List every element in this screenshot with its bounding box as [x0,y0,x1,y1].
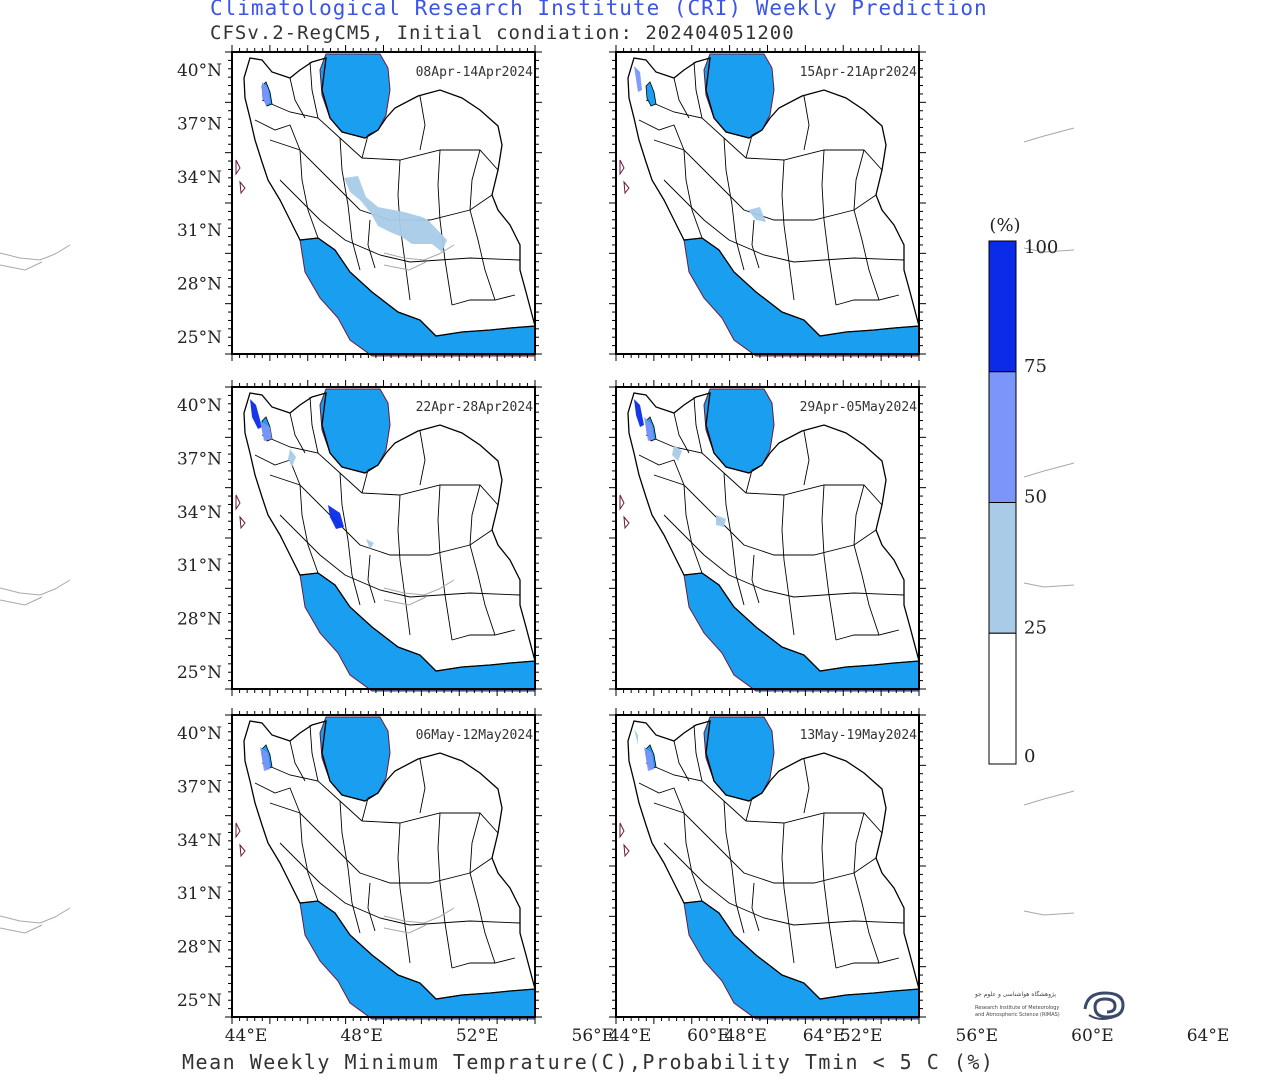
map-panel-4: 29Apr-05May2024 [383,380,1075,696]
legend-tick-label: 100 [1024,237,1058,258]
lat-tick-label: 31°N [177,556,222,576]
probability-patch-3-5 [366,539,374,549]
lat-tick-label: 37°N [177,114,222,134]
probability-patch-1-1 [344,176,447,252]
lat-tick-label: 28°N [177,275,222,295]
map-panel-1: 08Apr-14Apr2024 40°N 37°N 34°N 31°N 28°N 25°N [0,45,691,361]
legend-tick-label: 25 [1024,617,1047,638]
lon-tick-label: 60°E [1071,1026,1114,1046]
lat-tick-label: 40°N [177,396,222,416]
lon-tick-label: 56°E [572,1026,615,1046]
lon-tick-label: 52°E [456,1026,499,1046]
legend-tick-label: 75 [1024,356,1047,377]
map-panel-5: 06May-12May202440°N37°N34°N31°N28°N25°N4… [0,708,845,1046]
lat-tick-label: 31°N [177,221,222,241]
legend-bin-50-75 [988,371,1017,503]
legend-bin-0-25 [988,632,1017,765]
lat-tick-label: 31°N [177,884,222,904]
panel-date-label-5: 06May-12May2024 [416,728,534,743]
lat-tick-label: 25°N [177,991,222,1011]
lon-tick-label: 52°E [840,1026,883,1046]
panel-date-label-3: 22Apr-28Apr2024 [416,400,534,415]
figure-caption: Mean Weekly Minimum Temprature(C),Probab… [182,1050,995,1074]
probability-patch-4-1 [634,399,644,427]
legend-tick-label: 50 [1024,487,1047,508]
lon-tick-label: 44°E [225,1026,268,1046]
page-title: Climatological Research Institute (CRI) … [210,0,988,20]
probability-patch-4-3 [672,445,682,461]
probability-patch-3-2 [260,421,272,441]
map-panel-2: 15Apr-21Apr2024 [383,45,1075,361]
logo-text-en-2: and Atmospheric Science (RIMAS) [975,1012,1060,1018]
lon-tick-label: 44°E [609,1026,652,1046]
panel-date-label-4: 29Apr-05May2024 [800,400,918,415]
probability-patch-6-2 [634,729,638,745]
lat-tick-label: 34°N [177,503,222,523]
map-panel-3: 22Apr-28Apr2024 40°N 37°N 34°N 31°N 28°N 25°N [0,380,691,696]
lat-tick-label: 40°N [177,724,222,744]
logo-text-en-1: Research Institute of Meteorology [975,1005,1060,1011]
lon-tick-label: 48°E [724,1026,767,1046]
lat-tick-label: 34°N [177,168,222,188]
lon-tick-label: 56°E [956,1026,999,1046]
lat-tick-label: 40°N [177,61,222,81]
panel-date-label-2: 15Apr-21Apr2024 [800,65,918,80]
lat-tick-label: 25°N [177,663,222,683]
logo-text-fa: پژوهشگاه هواشناسی و علوم جو [975,991,1057,998]
probability-patch-3-4 [288,449,296,467]
legend-unit: (%) [989,215,1020,236]
probability-patch-3-1 [250,399,262,429]
rimas-logo-icon [1083,991,1125,1020]
panel-date-label-6: 13May-19May2024 [800,728,918,743]
legend: (%)100 75 50 25 0 [988,215,1058,767]
lat-tick-label: 34°N [177,831,222,851]
panel-date-label-1: 08Apr-14Apr2024 [416,65,534,80]
probability-patch-5-1 [260,747,270,771]
lat-tick-label: 28°N [177,938,222,958]
lat-tick-label: 37°N [177,449,222,469]
lat-tick-label: 28°N [177,610,222,630]
probability-patch-3-3 [328,505,344,529]
lon-tick-label: 48°E [340,1026,383,1046]
map-panel-6: 13May-19May2024 44°E 48°E 52°E 56°E 60°E 64°E [383,708,1230,1046]
legend-tick-label: 0 [1024,746,1035,767]
lon-tick-label: 64°E [803,1026,846,1046]
lon-tick-label: 60°E [687,1026,730,1046]
probability-patch-2-1 [748,207,766,222]
legend-bin-75-100 [988,240,1017,373]
probability-patch-6-1 [644,747,654,771]
lon-tick-label: 64°E [1187,1026,1230,1046]
lat-tick-label: 37°N [177,777,222,797]
legend-bin-25-50 [988,502,1017,634]
probability-patch-2-2 [634,66,642,92]
probability-patch-1-2 [262,82,270,106]
page-subtitle: CFSv.2-RegCM5, Initial condiation: 20240… [210,22,795,44]
institute-logo: پژوهشگاه هواشناسی و علوم جو Research Ins… [975,985,1130,1025]
lat-tick-label: 25°N [177,328,222,348]
probability-patch-4-4 [716,515,726,527]
probability-patch-4-2 [644,417,654,441]
